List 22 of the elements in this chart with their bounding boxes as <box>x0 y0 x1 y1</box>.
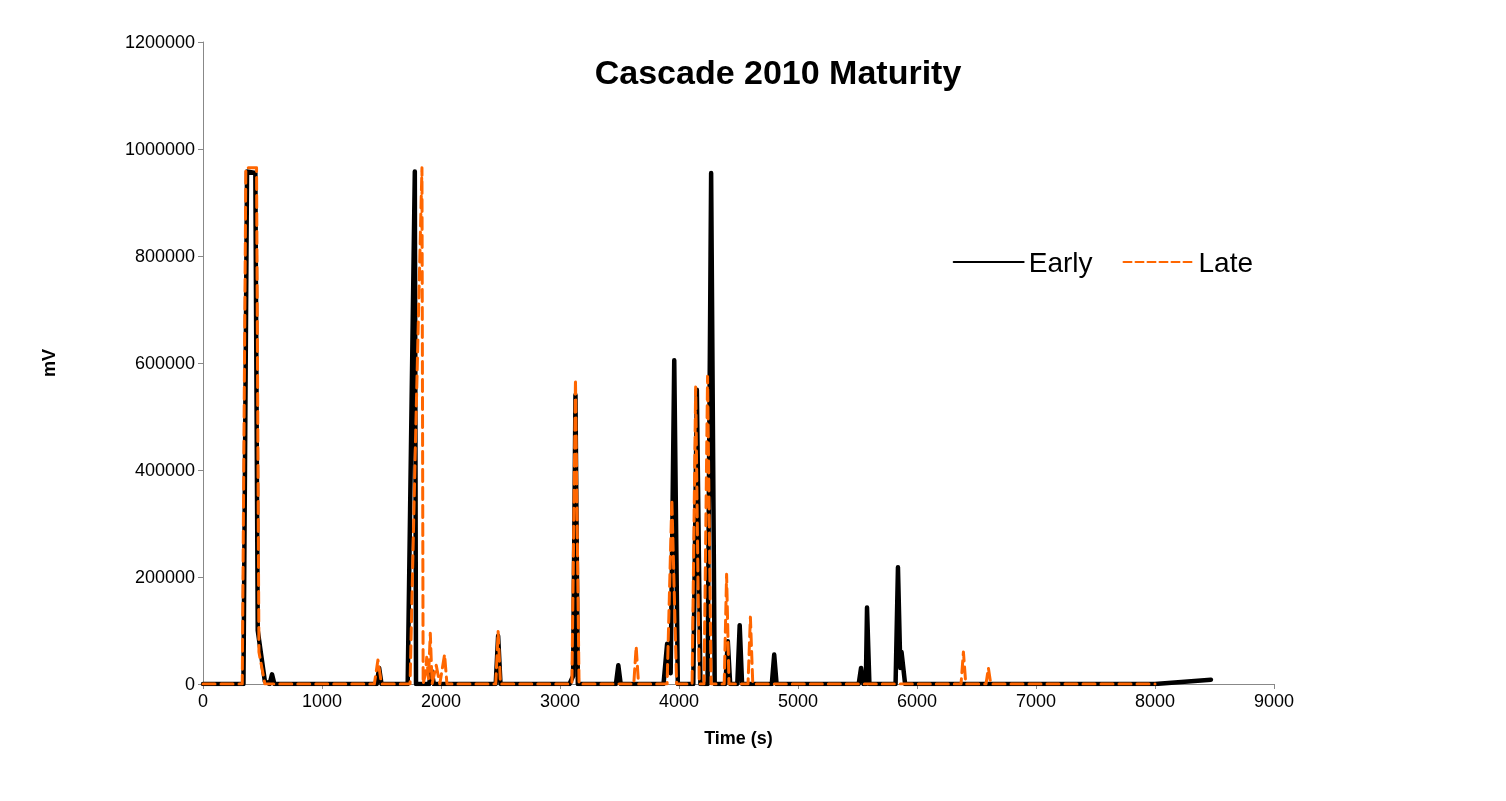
x-tick-label: 3000 <box>539 691 581 711</box>
x-tick-label: 1000 <box>301 691 343 711</box>
y-tick-label: 400000 <box>134 460 195 480</box>
chart-title: Cascade 2010 Maturity <box>594 53 962 91</box>
y-tick-label: 600000 <box>134 353 195 373</box>
x-tick-label: 7000 <box>1015 691 1057 711</box>
y-tick-label: 1200000 <box>124 32 195 52</box>
y-tick-label: 800000 <box>134 246 195 266</box>
x-tick-label: 5000 <box>777 691 819 711</box>
x-tick-label: 6000 <box>896 691 938 711</box>
x-tick-label: 9000 <box>1253 691 1295 711</box>
legend-label: Early <box>1028 246 1093 278</box>
x-tick-label: 4000 <box>658 691 700 711</box>
x-tick-label: 0 <box>197 691 209 711</box>
x-tick-label: 8000 <box>1134 691 1176 711</box>
y-tick-label: 200000 <box>134 567 195 587</box>
x-tick-label: 2000 <box>420 691 462 711</box>
legend-label: Late <box>1198 246 1253 278</box>
x-axis-title: Time (s) <box>704 728 773 748</box>
y-axis-title: mV <box>39 348 59 378</box>
y-tick-label: 0 <box>184 674 195 694</box>
y-tick-label: 1000000 <box>124 139 195 159</box>
